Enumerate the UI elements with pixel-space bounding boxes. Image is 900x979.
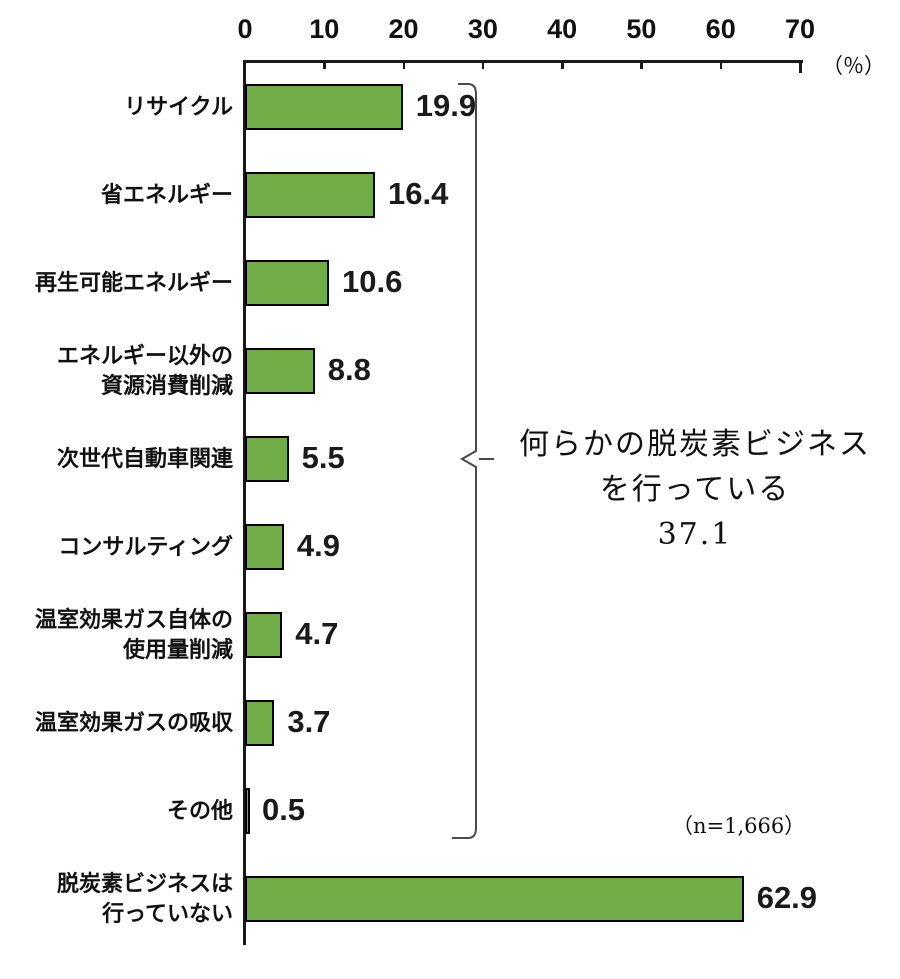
category-label: リサイクル — [124, 94, 233, 119]
category-label: その他 — [166, 798, 233, 823]
sample-size-label: （n=1,666） — [672, 814, 806, 838]
axis-tick-mark — [640, 62, 643, 69]
axis-tick-label: 0 — [237, 14, 253, 44]
axis-tick-label: 60 — [705, 14, 736, 44]
value-label: 0.5 — [261, 792, 306, 827]
value-label: 4.9 — [296, 528, 340, 563]
bar — [245, 788, 250, 834]
category-label: 温室効果ガスの吸収 — [34, 710, 233, 735]
x-axis-line — [245, 60, 803, 63]
category-label: エネルギー以外の 資源消費削減 — [56, 343, 233, 398]
axis-tick-mark — [402, 62, 406, 69]
value-label: 10.6 — [342, 264, 403, 299]
axis-tick-mark — [323, 62, 326, 69]
value-label: 19.9 — [415, 88, 477, 123]
value-label: 62.9 — [756, 880, 818, 915]
value-label: 8.8 — [327, 352, 371, 387]
bar — [245, 84, 403, 130]
bar — [245, 876, 744, 922]
group-bracket — [452, 83, 494, 839]
y-axis-line — [243, 60, 246, 945]
axis-tick-label: 30 — [467, 14, 498, 44]
bar — [245, 260, 330, 306]
axis-tick-label: 40 — [547, 14, 578, 44]
bar — [245, 348, 315, 394]
annotation-line-1: 何らかの脱炭素ビジネス — [519, 427, 871, 462]
bar — [245, 172, 376, 218]
axis-tick-mark — [481, 62, 485, 69]
category-label: 脱炭素ビジネスは 行っていない — [56, 871, 233, 926]
axis-tick-mark — [561, 62, 564, 69]
category-label: 省エネルギー — [100, 182, 233, 207]
bar — [245, 700, 275, 746]
annotation-line-2: を行っている — [599, 472, 791, 507]
axis-tick-label: 10 — [309, 14, 340, 44]
bracket-path — [452, 83, 494, 839]
category-label: 次世代自動車関連 — [56, 446, 233, 471]
category-label: 再生可能エネルギー — [34, 270, 233, 295]
percent-unit-label: （％） — [822, 54, 885, 78]
group-annotation: 何らかの脱炭素ビジネス を行っている 37.1 — [465, 422, 900, 557]
value-label: 4.7 — [295, 616, 339, 651]
axis-tick-label: 50 — [626, 14, 657, 44]
bar — [245, 524, 284, 570]
value-label: 3.7 — [287, 704, 331, 739]
bar — [245, 612, 283, 658]
axis-tick-label: 70 — [784, 14, 816, 44]
value-label: 16.4 — [388, 176, 449, 211]
value-label: 5.5 — [301, 440, 345, 475]
category-label: コンサルティング — [58, 534, 233, 559]
bar — [245, 436, 289, 482]
axis-tick-mark — [799, 62, 802, 73]
annotation-value: 37.1 — [657, 517, 733, 552]
axis-tick-mark — [719, 62, 723, 69]
axis-tick-label: 20 — [388, 14, 419, 44]
category-label: 温室効果ガス自体の 使用量削減 — [34, 607, 233, 662]
